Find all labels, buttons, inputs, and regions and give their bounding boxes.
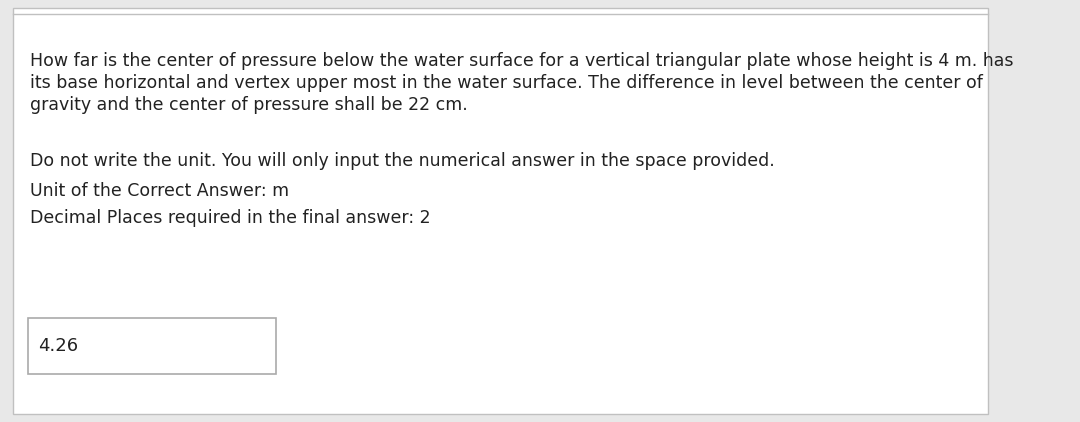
Text: Do not write the unit. You will only input the numerical answer in the space pro: Do not write the unit. You will only inp… bbox=[30, 152, 774, 170]
Text: Unit of the Correct Answer: m: Unit of the Correct Answer: m bbox=[30, 182, 289, 200]
Text: Decimal Places required in the final answer: 2: Decimal Places required in the final ans… bbox=[30, 209, 431, 227]
Text: 4.26: 4.26 bbox=[38, 337, 78, 355]
Bar bbox=[28, 318, 276, 374]
Text: How far is the center of pressure below the water surface for a vertical triangu: How far is the center of pressure below … bbox=[30, 52, 1013, 70]
Text: gravity and the center of pressure shall be 22 cm.: gravity and the center of pressure shall… bbox=[30, 96, 468, 114]
Text: its base horizontal and vertex upper most in the water surface. The difference i: its base horizontal and vertex upper mos… bbox=[30, 74, 983, 92]
